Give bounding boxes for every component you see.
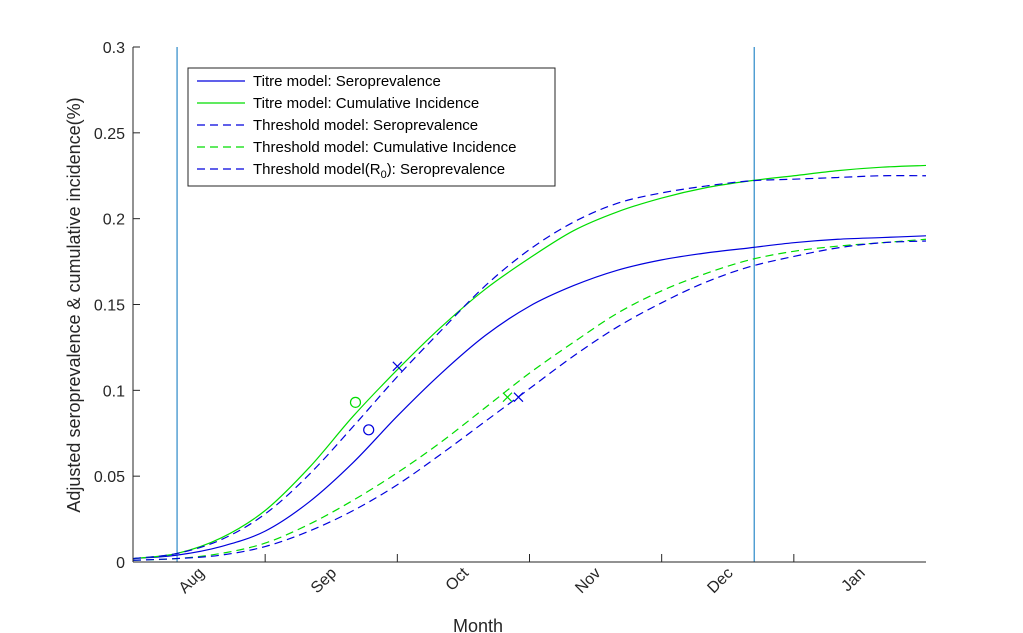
marker-cross-5 bbox=[513, 392, 524, 403]
y-axis-label: Adjusted seroprevalence & cumulative inc… bbox=[64, 97, 84, 512]
y-tick-label-0: 0 bbox=[116, 555, 125, 572]
y-tick-label-3: 0.15 bbox=[94, 298, 125, 315]
x-axis-label: Month bbox=[453, 616, 503, 633]
legend-label-5: Threshold model(R0): Seroprevalence bbox=[253, 161, 505, 181]
markers-group bbox=[349, 361, 524, 436]
legend-label-4: Threshold model: Cumulative Incidence bbox=[253, 139, 516, 156]
y-tick-label-2: 0.1 bbox=[103, 383, 125, 400]
legend-label-1: Titre model: Seroprevalence bbox=[253, 73, 441, 90]
marker-circle-1 bbox=[349, 396, 362, 408]
y-tick-label-5: 0.25 bbox=[94, 126, 125, 143]
series-line-3 bbox=[132, 175, 927, 560]
marker-cross-4 bbox=[502, 392, 513, 403]
legend-box bbox=[187, 67, 556, 187]
marker-cross-3 bbox=[392, 361, 403, 372]
marker-circle-2 bbox=[363, 424, 375, 436]
legend: Titre model: Seroprevalence Titre model: … bbox=[187, 67, 556, 187]
series-line-4 bbox=[132, 238, 927, 561]
y-tick-label-4: 0.2 bbox=[103, 212, 125, 229]
series-line-2 bbox=[132, 164, 927, 560]
y-tick-label-6: 0.3 bbox=[103, 40, 125, 57]
series-group bbox=[132, 164, 927, 561]
y-ticks: 0 0.05 0.1 0.15 0.2 0.25 0.3 bbox=[94, 40, 140, 572]
series-line-1 bbox=[132, 235, 927, 560]
y-tick-label-1: 0.05 bbox=[94, 469, 125, 486]
series-line-5 bbox=[132, 240, 927, 561]
legend-label-2: Titre model: Cumulative Incidence bbox=[253, 95, 479, 112]
vertical-reference-lines bbox=[176, 47, 755, 562]
legend-label-3: Threshold model: Seroprevalence bbox=[253, 117, 478, 134]
